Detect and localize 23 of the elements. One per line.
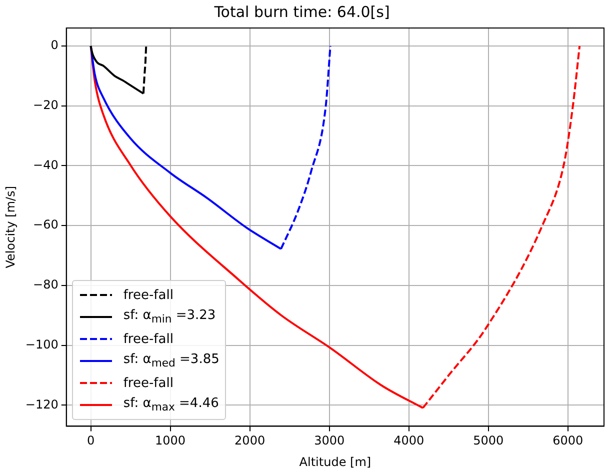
- x-tick-label: 4000: [394, 434, 424, 448]
- legend-label: sf: α$_{med}$ =3.85: [123, 352, 220, 370]
- y-tick-label: −80: [33, 278, 58, 292]
- y-tick-label: −20: [33, 98, 58, 112]
- x-tick-label: 6000: [552, 434, 584, 448]
- x-tick-label: 2000: [234, 434, 266, 448]
- x-tick-label: 5000: [473, 434, 504, 448]
- y-axis-title: Velocity [m/s]: [3, 186, 18, 268]
- legend-label: free-fall: [123, 376, 174, 391]
- legend-label: free-fall: [123, 288, 174, 303]
- legend-label: sf: α$_{min}$ =3.23: [123, 308, 216, 326]
- x-tick-label: 0: [86, 434, 95, 448]
- x-axis-title: Altitude [m]: [299, 454, 372, 469]
- y-tick-label: −120: [25, 397, 58, 412]
- y-tick-label: −100: [25, 337, 58, 352]
- x-tick-label: 1000: [155, 434, 186, 448]
- chart-title: Total burn time: 64.0[s]: [213, 2, 390, 21]
- legend-label: sf: α$_{max}$ =4.46: [123, 396, 219, 414]
- legend-label: free-fall: [123, 332, 174, 347]
- y-tick-label: −60: [33, 218, 58, 232]
- x-tick-label: 3000: [314, 434, 345, 448]
- y-tick-label: −40: [33, 158, 58, 172]
- y-tick-label: 0: [50, 38, 58, 52]
